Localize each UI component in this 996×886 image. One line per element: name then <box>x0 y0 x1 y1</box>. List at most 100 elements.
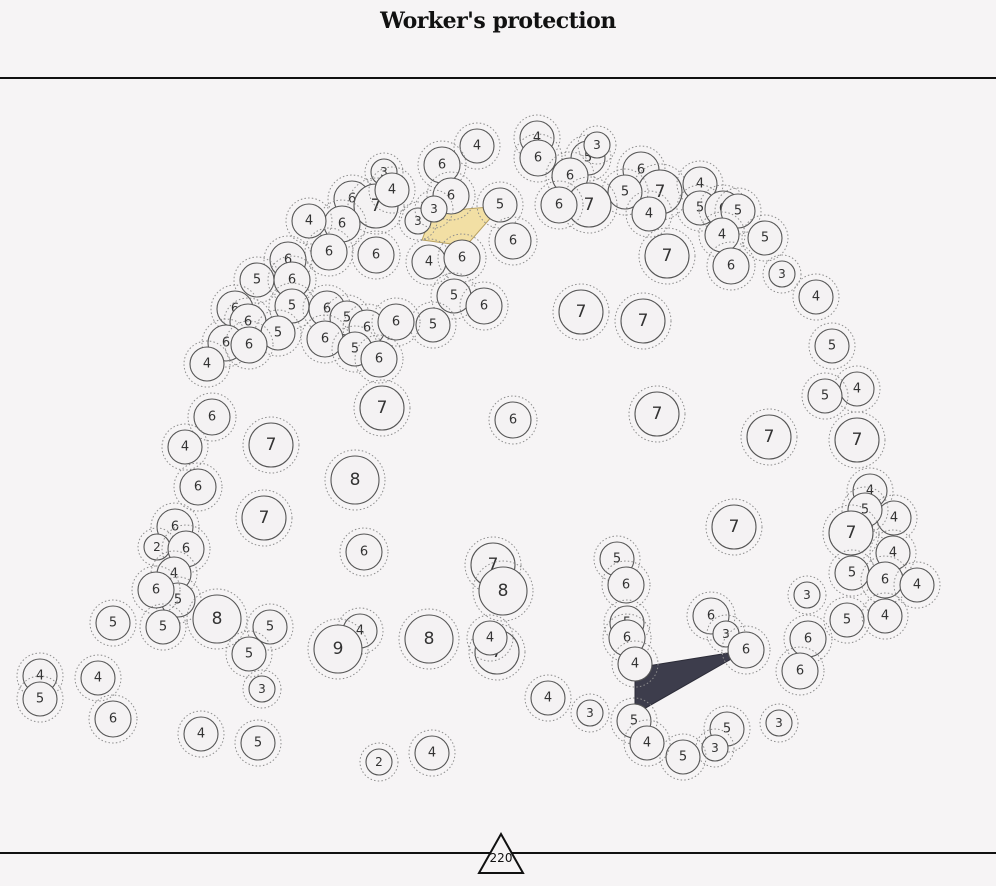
node-label: 6 <box>363 321 371 336</box>
node-label: 5 <box>343 311 351 326</box>
node-circle <box>404 614 454 664</box>
node-circle <box>540 186 578 224</box>
node-label: 7 <box>377 398 388 418</box>
node-circle <box>377 303 415 341</box>
node: 5 <box>476 181 524 229</box>
node-label: 6 <box>438 158 446 173</box>
node: 5 <box>823 596 871 644</box>
node-label: 4 <box>94 671 102 686</box>
node-outer-ring <box>224 320 274 370</box>
node-label: 6 <box>325 245 333 260</box>
node: 3 <box>414 189 454 229</box>
node-outer-ring <box>625 190 673 238</box>
node-label: 6 <box>323 302 331 317</box>
node-outer-ring <box>183 340 231 388</box>
node-circle <box>80 660 116 696</box>
node-circle <box>241 495 287 541</box>
node: 6 <box>88 694 138 744</box>
node-circle <box>145 609 181 645</box>
node-outer-ring <box>638 227 696 285</box>
node-outer-ring <box>801 372 849 420</box>
node-outer-ring <box>614 292 672 350</box>
node: 8 <box>324 449 386 511</box>
node-label: 6 <box>480 299 488 314</box>
node-outer-ring <box>593 535 641 583</box>
node-label: 3 <box>775 716 783 730</box>
node: 6 <box>488 216 538 266</box>
node-circle <box>712 247 750 285</box>
node-circle <box>231 636 267 672</box>
node-outer-ring <box>822 504 880 562</box>
node-label: 6 <box>360 545 368 560</box>
node-circle <box>478 566 528 616</box>
node-label: 5 <box>861 503 869 518</box>
node-circle <box>189 346 225 382</box>
page-number: 220 <box>489 851 513 865</box>
node-label: 6 <box>372 248 380 263</box>
node-outer-ring <box>426 171 476 221</box>
node-label: 5 <box>584 151 592 166</box>
node-label: 6 <box>182 542 190 557</box>
page-marker-triangle-icon <box>477 831 525 874</box>
nodes-layer: 4436653667567447546665645436646356766563… <box>16 114 941 782</box>
node: 4 <box>611 640 659 688</box>
node-label: 5 <box>848 566 856 581</box>
node-label: 5 <box>821 389 829 404</box>
node-circle <box>558 289 604 335</box>
node-circle <box>631 196 667 232</box>
node-circle <box>240 725 276 761</box>
node-outer-ring <box>468 623 526 681</box>
node-outer-ring <box>359 742 399 782</box>
node-label: 4 <box>853 382 861 397</box>
node: 6 <box>721 625 771 675</box>
node-label: 5 <box>36 692 44 707</box>
node-outer-ring <box>339 527 389 577</box>
node-label: 7 <box>764 427 775 447</box>
node-label: 5 <box>843 613 851 628</box>
node-label: 7 <box>576 302 587 322</box>
node-outer-ring <box>472 560 534 622</box>
node-circle <box>167 429 203 465</box>
node: 4 <box>625 190 673 238</box>
node-outer-ring <box>347 177 405 235</box>
node-outer-ring <box>552 283 610 341</box>
node-outer-ring <box>324 449 386 511</box>
node-label: 4 <box>643 736 651 751</box>
node-label: 7 <box>488 555 499 575</box>
node-circle <box>465 287 503 325</box>
node-outer-ring <box>611 640 659 688</box>
node-outer-ring <box>841 486 889 534</box>
node-label: 4 <box>866 484 874 499</box>
node-circle <box>345 533 383 571</box>
node-label: 4 <box>181 440 189 455</box>
node-outer-ring <box>488 216 538 266</box>
node-outer-ring <box>759 703 799 743</box>
node-circle <box>359 385 405 431</box>
node-outer-ring <box>398 608 460 670</box>
node-circle <box>360 340 398 378</box>
node: 6 <box>354 334 404 384</box>
node-circle <box>482 187 518 223</box>
node-circle <box>330 455 380 505</box>
node-circle <box>459 128 495 164</box>
node: 5 <box>225 630 273 678</box>
node: 3 <box>762 254 802 294</box>
node-label: 6 <box>796 664 804 679</box>
node-label: 6 <box>245 338 253 353</box>
node: 6 <box>187 392 237 442</box>
top-rule <box>0 77 996 79</box>
node-label: 3 <box>593 138 601 152</box>
node-label: 7 <box>662 246 673 266</box>
node: 4 <box>861 592 909 640</box>
node-circle <box>374 172 410 208</box>
node-outer-ring <box>686 591 736 641</box>
node-label: 6 <box>348 192 356 207</box>
node-label: 7 <box>729 517 740 537</box>
node: 5 <box>16 675 64 723</box>
node-label: 7 <box>584 195 595 215</box>
node-outer-ring <box>610 697 658 745</box>
node: 2 <box>359 742 399 782</box>
node-outer-ring <box>513 133 563 183</box>
node-label: 6 <box>152 583 160 598</box>
node-label: 3 <box>722 627 730 641</box>
